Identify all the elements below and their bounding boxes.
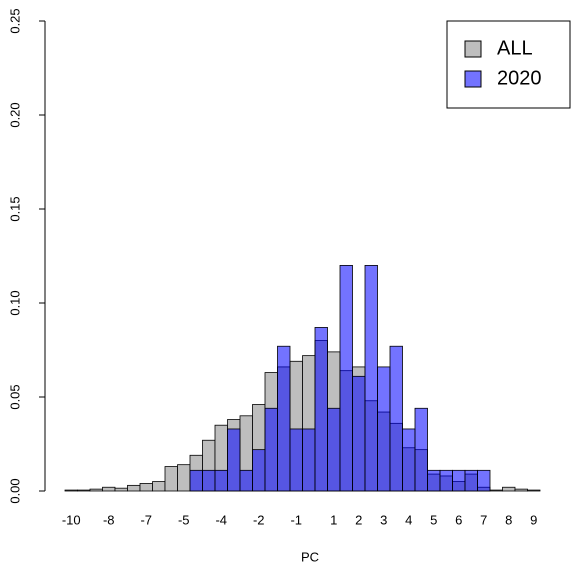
y-tick-label: 0.10: [7, 290, 22, 315]
bar: [289, 428, 303, 492]
legend-swatch: [464, 40, 482, 58]
x-tick-label: 1: [330, 512, 337, 527]
y-tick-label: 0.20: [7, 102, 22, 127]
x-tick-label: -8: [103, 512, 115, 527]
bar: [177, 464, 191, 492]
bar: [114, 487, 128, 492]
bar: [452, 469, 466, 492]
bar: [277, 345, 291, 492]
bar: [64, 489, 78, 492]
bar: [214, 469, 228, 492]
y-tick-label: 0.05: [7, 384, 22, 409]
bar: [139, 483, 153, 492]
x-tick-label: 5: [430, 512, 437, 527]
bar: [414, 407, 428, 492]
bar: [489, 489, 503, 492]
bar: [377, 366, 391, 492]
legend-label: 2020: [497, 67, 542, 89]
bar: [202, 469, 216, 492]
bar: [252, 449, 266, 492]
x-axis-label: PC: [301, 549, 319, 564]
x-tick-label: 6: [455, 512, 462, 527]
x-tick-label: 2: [355, 512, 362, 527]
x-tick-label: -7: [140, 512, 152, 527]
legend-label: ALL: [497, 37, 533, 59]
x-tick-label: 8: [505, 512, 512, 527]
bar: [339, 264, 353, 492]
bar: [314, 327, 328, 492]
bar: [402, 428, 416, 492]
bar: [127, 484, 141, 492]
bar: [477, 469, 491, 492]
bar: [389, 345, 403, 492]
x-tick-label: -10: [62, 512, 81, 527]
bar: [464, 469, 478, 492]
x-tick-label: -1: [290, 512, 302, 527]
bar: [164, 466, 178, 492]
bar: [327, 407, 341, 492]
x-tick-label: 9: [530, 512, 537, 527]
bar: [89, 488, 103, 492]
y-tick-label: 0.00: [7, 478, 22, 503]
bar: [364, 264, 378, 492]
bar: [439, 469, 453, 492]
x-tick-label: -4: [215, 512, 227, 527]
bar: [239, 469, 253, 492]
bar: [227, 428, 241, 492]
bar: [264, 407, 278, 492]
y-tick-label: 0.25: [7, 8, 22, 33]
x-tick-label: -5: [178, 512, 190, 527]
bar: [514, 488, 528, 492]
bar: [302, 428, 316, 492]
bar: [527, 489, 541, 492]
bar: [102, 486, 116, 492]
x-tick-label: 3: [380, 512, 387, 527]
bar: [152, 481, 166, 492]
bar: [502, 486, 516, 492]
bar: [77, 489, 91, 492]
bar: [427, 469, 441, 492]
bar: [352, 375, 366, 492]
legend-swatch: [464, 70, 482, 88]
x-tick-label: 7: [480, 512, 487, 527]
x-tick-label: 4: [405, 512, 412, 527]
legend-box: [446, 20, 571, 109]
y-tick-label: 0.15: [7, 196, 22, 221]
bar: [189, 469, 203, 492]
x-tick-label: -2: [253, 512, 265, 527]
